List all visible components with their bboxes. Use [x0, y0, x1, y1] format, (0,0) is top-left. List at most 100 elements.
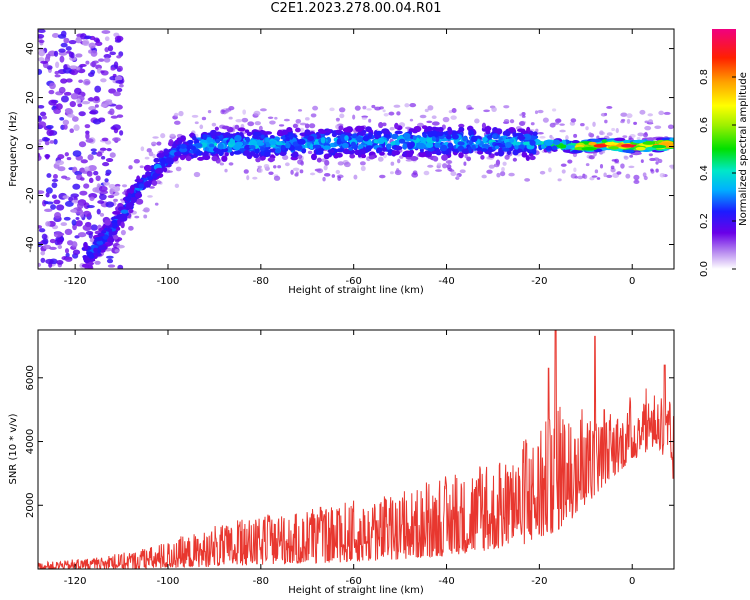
spectrogram-ridge-cell — [571, 140, 580, 144]
spectrogram-halo-cell — [463, 161, 467, 166]
spectrogram-halo-cell — [451, 108, 457, 113]
spectrogram-ridge-cell — [179, 155, 186, 161]
spectrogram-ridge-cell — [177, 139, 183, 145]
spectrogram-y-tick-label: 0 — [25, 143, 36, 149]
spectrogram-noise-cell — [80, 159, 88, 164]
spectrogram-halo-cell — [295, 171, 299, 175]
spectrogram-ridge-cell — [191, 145, 197, 151]
spectrogram-noise-cell — [71, 116, 79, 122]
spectrogram-ridge-cell — [354, 125, 363, 133]
spectrogram-halo-cell — [626, 118, 631, 124]
spectrogram-noise-cell — [62, 119, 70, 126]
spectrogram-noise-cell — [61, 175, 68, 179]
spectrogram-halo-cell — [561, 169, 566, 174]
spectrogram-halo-cell — [447, 160, 453, 164]
spectrogram-halo-cell — [144, 156, 150, 160]
spectrogram-halo-cell — [588, 132, 593, 137]
spectrogram-halo-cell — [263, 163, 270, 169]
spectrogram-halo-cell — [419, 114, 427, 119]
spectrogram-ridge-cell — [481, 143, 491, 148]
spectrogram-noise-cell — [107, 195, 115, 199]
spectrogram-halo-cell — [193, 171, 201, 178]
spectrogram-halo-cell — [242, 109, 247, 115]
spectrogram-ridge-cell — [436, 130, 444, 137]
spectrogram-halo-cell — [134, 215, 140, 219]
spectrogram-noise-cell — [109, 108, 115, 116]
spectrogram-noise-cell — [38, 154, 42, 162]
spectrogram-ridge-cell — [269, 134, 275, 139]
spectrogram-halo-cell — [521, 115, 526, 118]
spectrogram-noise-cell — [55, 160, 65, 166]
spectrogram-halo-cell — [329, 107, 335, 112]
spectrogram-halo-cell — [642, 172, 647, 178]
spectrogram-ridge-cell — [216, 148, 222, 154]
spectrogram-halo-cell — [166, 170, 173, 173]
spectrogram-ridge-cell — [362, 135, 370, 142]
spectrogram-halo-cell — [379, 174, 386, 179]
spectrogram-noise-cell — [84, 166, 90, 172]
spectrogram-ridge-cell — [378, 121, 384, 129]
spectrogram-ridge-cell — [215, 131, 222, 136]
spectrogram-noise-cell — [58, 86, 66, 94]
spectrogram-halo-cell — [258, 125, 263, 131]
spectrogram-ridge-cell — [151, 180, 158, 187]
spectrogram-halo-cell — [174, 183, 180, 189]
spectrogram-ridge-cell — [304, 123, 310, 129]
spectrogram-noise-cell — [53, 138, 58, 145]
spectrogram-halo-cell — [427, 105, 434, 111]
spectrogram-ridge-cell — [224, 152, 229, 157]
spectrogram-ridge-cell — [382, 122, 387, 127]
spectrogram-halo-cell — [220, 109, 225, 115]
spectrogram-noise-cell — [60, 30, 67, 37]
spectrogram-ridge-cell — [285, 142, 291, 149]
spectrogram-ridge-cell — [215, 138, 221, 144]
spectrogram-noise-cell — [115, 80, 124, 84]
spectrogram-halo-cell — [160, 133, 166, 139]
colorbar-tick-label: 0.0 — [699, 261, 710, 277]
spectrogram-noise-cell — [45, 192, 50, 198]
spectrogram-halo-cell — [128, 225, 134, 231]
spectrogram-ridge-cell — [297, 138, 306, 145]
spectrogram-ridge-cell — [203, 156, 210, 161]
spectrogram-noise-cell — [68, 40, 77, 45]
spectrogram-halo-cell — [353, 174, 358, 180]
spectrogram-noise-cell — [65, 46, 72, 51]
spectrogram-halo-cell — [552, 122, 560, 125]
spectrogram-noise-cell — [98, 185, 108, 192]
spectrogram-halo-cell — [399, 155, 404, 159]
spectrogram-noise-cell — [38, 142, 42, 146]
spectrogram-ridge-cell — [523, 133, 532, 141]
spectrogram-halo-cell — [565, 135, 569, 141]
spectrogram-halo-cell — [339, 113, 345, 119]
spectrogram-noise-cell — [110, 67, 116, 71]
spectrogram-noise-cell — [75, 220, 83, 227]
spectrogram-noise-cell — [79, 211, 85, 218]
spectrogram-noise-cell — [38, 57, 45, 62]
spectrogram-noise-cell — [74, 87, 82, 95]
spectrogram-halo-cell — [121, 184, 128, 188]
spectrogram-ridge-cell — [457, 141, 465, 146]
spectrogram-noise-cell — [89, 110, 97, 115]
spectrogram-noise-cell — [53, 231, 62, 238]
spectrogram-ridge-cell — [200, 152, 209, 157]
spectrogram-noise-cell — [103, 57, 111, 63]
spectrogram-ridge-cell — [290, 152, 299, 158]
spectrogram-noise-cell — [88, 42, 96, 49]
spectrogram-ridge-cell — [461, 149, 470, 154]
spectrogram-ridge-cell — [514, 141, 521, 146]
spectrogram-ridge-cell — [83, 257, 91, 264]
spectrogram-noise-cell — [38, 228, 46, 233]
spectrogram-ridge-cell — [403, 132, 411, 140]
spectrogram-noise-cell — [62, 195, 70, 199]
spectrogram-ridge-cell — [120, 209, 129, 214]
spectrogram-noise-cell — [59, 55, 65, 63]
spectrogram-halo-cell — [260, 108, 267, 112]
spectrogram-halo-cell — [456, 174, 460, 179]
spectrogram-halo-cell — [640, 159, 644, 163]
spectrogram-noise-cell — [38, 68, 43, 75]
spectrogram-halo-cell — [589, 176, 595, 181]
spectrogram-noise-cell — [63, 64, 68, 70]
spectrogram-halo-cell — [292, 167, 300, 172]
spectrogram-halo-cell — [273, 165, 277, 169]
